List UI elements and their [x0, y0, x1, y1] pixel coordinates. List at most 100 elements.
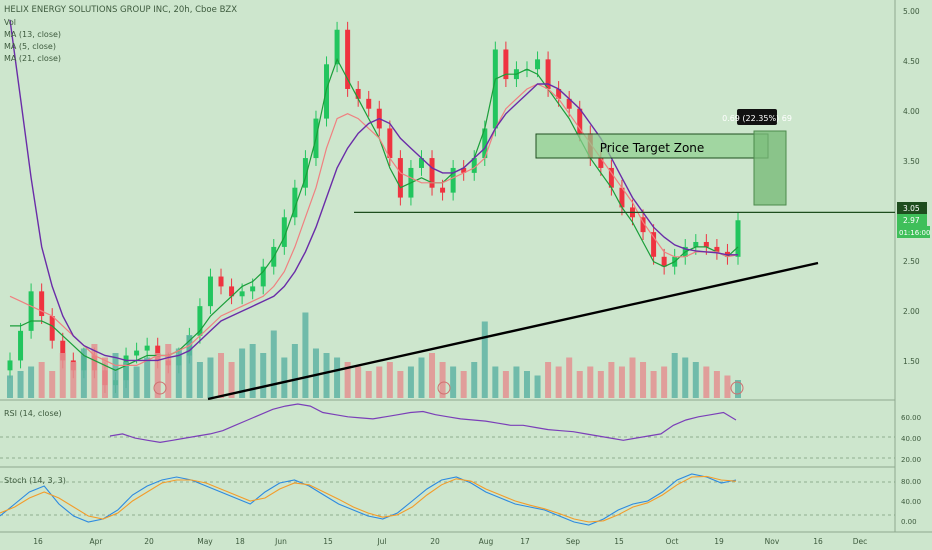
volume-bar [17, 371, 24, 398]
rsi-line [109, 403, 737, 444]
volume-bar [70, 362, 77, 398]
moving-averages [9, 19, 739, 371]
time-tick-label: 16 [813, 537, 823, 546]
legend-vol[interactable]: Vol [4, 18, 16, 27]
volume-bar [59, 353, 66, 398]
volume-bar [323, 353, 330, 398]
candle-body [229, 286, 235, 297]
candle-body [492, 49, 498, 129]
legend-ma21[interactable]: MA (21, close) [4, 54, 61, 63]
candle-body [250, 286, 256, 292]
time-tick-label: 20 [430, 537, 440, 546]
volume-bar [239, 348, 246, 398]
candle-body [7, 360, 13, 371]
volume-bar [629, 357, 636, 398]
price-tick-label: 4.00 [903, 107, 920, 116]
volume-bar [144, 357, 151, 398]
volume-bar [38, 362, 45, 398]
volume-bar [429, 353, 436, 398]
volume-bar [228, 362, 235, 398]
candle-body [566, 98, 572, 109]
volume-bar [735, 380, 741, 398]
candle-body [334, 29, 340, 65]
candle-body [39, 291, 45, 317]
legend-ma5[interactable]: MA (5, close) [4, 42, 56, 51]
candle-body [577, 108, 583, 134]
time-tick-label: 20 [144, 537, 154, 546]
rsi-legend[interactable]: RSI (14, close) [4, 409, 62, 418]
last-price-text: 2.97 [903, 216, 920, 225]
measure-range[interactable] [753, 130, 787, 206]
stoch-legend[interactable]: Stoch (14, 3, 3) [4, 476, 66, 485]
time-tick-label: 15 [614, 537, 624, 546]
candle-body [429, 158, 435, 188]
candle-body [397, 158, 403, 198]
price-target-zone[interactable] [535, 133, 769, 159]
stoch-tick-label: 80.00 [901, 478, 921, 486]
candle-body [503, 49, 509, 80]
volume-bar [344, 362, 351, 398]
volume-bar [502, 371, 509, 398]
volume-bar [566, 357, 573, 398]
candle-body [302, 158, 308, 188]
volume-bar [302, 312, 309, 398]
volume-bar [471, 362, 478, 398]
stoch-d-line [0, 475, 737, 523]
volume-bar [640, 362, 647, 398]
candle-body [608, 167, 614, 188]
candle-body [292, 187, 298, 218]
time-tick-label: 18 [235, 537, 245, 546]
volume-bar [376, 366, 383, 398]
volume-bar [650, 371, 657, 398]
time-axis[interactable]: 16 Apr 20 May 18 Jun 15 Jul 20 Aug 17 Sep 15 Oct 19 Nov… [33, 537, 867, 546]
price-tick-label: 4.50 [903, 57, 920, 66]
candle-body [49, 316, 55, 341]
ascending-trendline[interactable] [207, 261, 819, 401]
volume-bar [365, 371, 372, 398]
candle-body [461, 167, 467, 173]
level-price-tag [897, 202, 927, 214]
candles-group [7, 21, 741, 394]
volume-bar [218, 353, 225, 398]
countdown-tag [897, 226, 930, 238]
volume-bar [196, 362, 203, 398]
candle-body [60, 340, 66, 361]
candle-body [387, 128, 393, 159]
stoch-tick-label: 40.00 [901, 498, 921, 506]
marker-circle [153, 381, 167, 395]
time-tick-label: 16 [33, 537, 43, 546]
ma21-line [9, 19, 738, 362]
volume-bar [123, 362, 130, 398]
volume-bar [386, 362, 393, 398]
candle-body [482, 128, 488, 159]
time-tick-label: May [197, 537, 213, 546]
stoch-k-line [0, 473, 737, 526]
symbol-title[interactable]: HELIX ENERGY SOLUTIONS GROUP INC, 20h, C… [4, 5, 237, 15]
time-tick-label: Jun [274, 537, 287, 546]
volume-group [7, 312, 741, 398]
rsi-axis: 60.00 40.00 20.00 [901, 414, 921, 464]
volume-bar [534, 375, 541, 398]
time-tick-label: 15 [323, 537, 333, 546]
price-tick-label: 5.00 [903, 7, 920, 16]
volume-bar [439, 362, 446, 398]
candle-body [714, 246, 720, 252]
volume-bar [682, 357, 689, 398]
volume-bar [450, 366, 457, 398]
volume-bar [460, 371, 467, 398]
volume-bar [312, 348, 319, 398]
legend-ma13[interactable]: MA (13, close) [4, 30, 61, 39]
measure-label: 0.69 (22.35%) 69 [722, 114, 792, 123]
price-tick-label: 2.00 [903, 307, 920, 316]
candle-body [661, 256, 667, 267]
volume-bar [270, 330, 277, 398]
price-axis[interactable]: 5.004.504.003.503.002.502.001.50 [903, 7, 920, 366]
time-tick-label: Aug [479, 537, 494, 546]
time-tick-label: Dec [853, 537, 868, 546]
volume-bar [492, 366, 499, 398]
candle-body [355, 88, 361, 99]
volume-bar [175, 348, 182, 398]
stoch-tick-label: 0.00 [901, 518, 917, 526]
price-tick-label: 1.50 [903, 357, 920, 366]
